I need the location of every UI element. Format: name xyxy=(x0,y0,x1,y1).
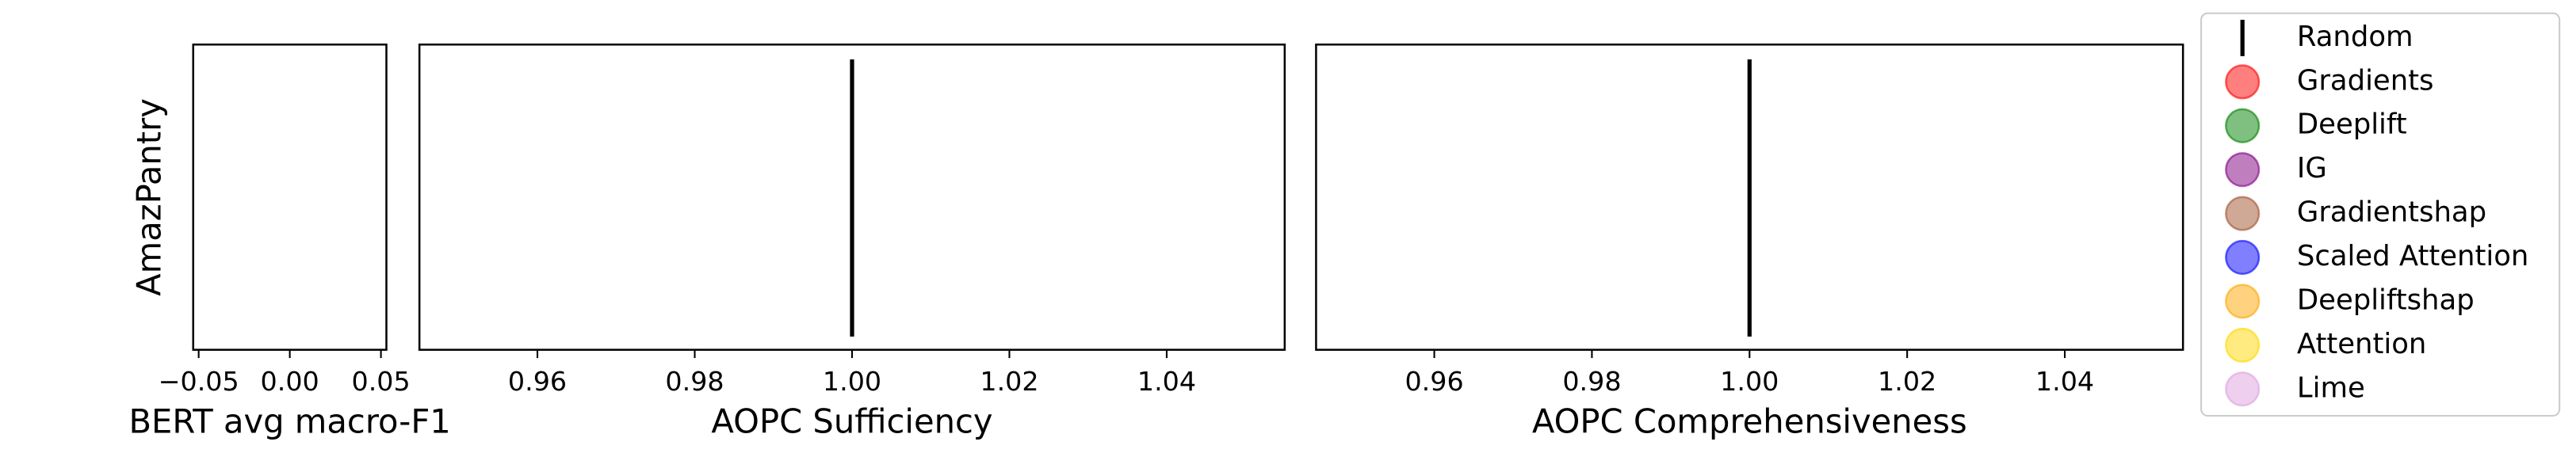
legend-marker xyxy=(2225,284,2261,319)
x-tick-label: 1.00 xyxy=(1720,366,1779,397)
x-tick-label: 0.96 xyxy=(508,366,567,397)
x-tick-label: 1.00 xyxy=(823,366,881,397)
legend-marker xyxy=(2225,371,2261,407)
x-tick-label: 0.00 xyxy=(261,366,319,397)
legend-label: Deeplift xyxy=(2297,108,2407,141)
x-tick-label: −0.05 xyxy=(159,366,239,397)
x-tick-label: 0.98 xyxy=(665,366,724,397)
legend-label: Attention xyxy=(2297,328,2426,360)
x-tick-label: 1.02 xyxy=(1878,366,1936,397)
x-axis-label: AOPC Sufficiency xyxy=(711,402,992,440)
x-tick-label: 1.04 xyxy=(2035,366,2094,397)
legend-label: Deepliftshap xyxy=(2297,284,2475,316)
legend-label: Gradients xyxy=(2297,64,2434,97)
legend-marker xyxy=(2225,108,2261,143)
x-tick-label: 1.02 xyxy=(980,366,1038,397)
x-tick-label: 0.98 xyxy=(1562,366,1621,397)
x-axis-label: BERT avg macro-F1 xyxy=(128,402,450,440)
legend-marker xyxy=(2225,152,2261,188)
legend-label: Gradientshap xyxy=(2297,196,2486,229)
y-category-label: AmazPantry xyxy=(130,98,169,296)
legend-label: Scaled Attention xyxy=(2297,240,2528,272)
x-tick-label: 0.05 xyxy=(351,366,410,397)
legend-marker xyxy=(2225,196,2261,231)
legend-frame xyxy=(2200,12,2561,417)
axes-frame xyxy=(192,44,388,351)
legend-marker xyxy=(2225,64,2261,100)
legend-label: IG xyxy=(2297,152,2327,185)
x-axis-label: AOPC Comprehensiveness xyxy=(1532,402,1967,440)
legend-label: Lime xyxy=(2297,371,2365,404)
legend-marker xyxy=(2225,327,2261,363)
legend-marker xyxy=(2225,239,2261,276)
x-tick-label: 0.96 xyxy=(1405,366,1463,397)
x-tick-label: 1.04 xyxy=(1137,366,1196,397)
legend-label: Random xyxy=(2297,21,2414,53)
